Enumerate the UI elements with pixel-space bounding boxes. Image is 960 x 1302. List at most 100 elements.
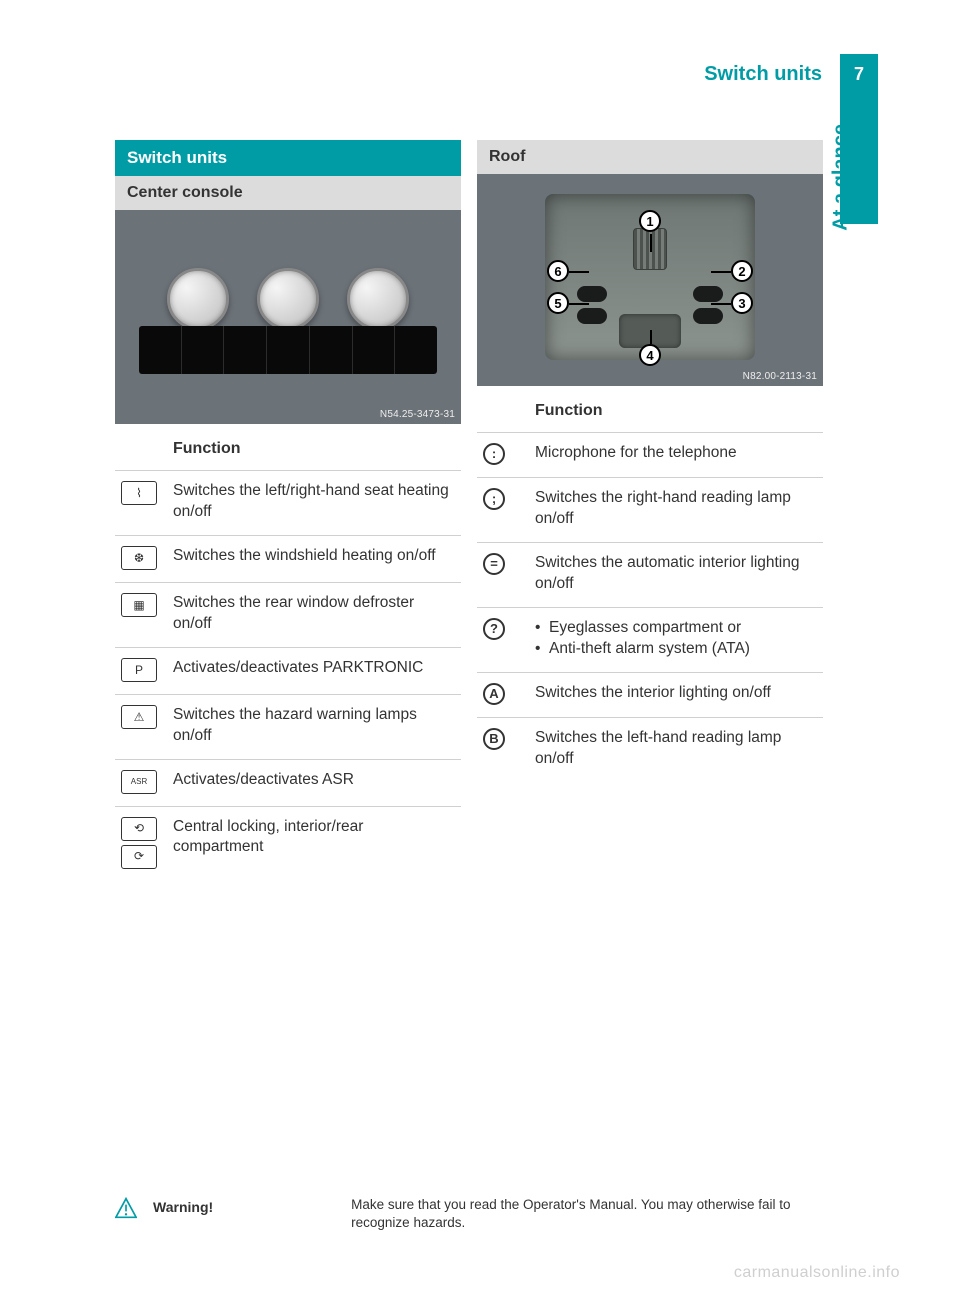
func-text: Microphone for the telephone <box>529 433 823 478</box>
func-text: Switches the left/right-hand seat heatin… <box>167 471 461 536</box>
header-bar: Switch units 7 <box>120 54 960 94</box>
icon-cell: ⚠ <box>115 694 167 759</box>
callout-ref-2: ; <box>483 488 505 510</box>
table-row: = Switches the automatic interior lighti… <box>477 542 823 607</box>
callout-line <box>650 330 652 344</box>
subsection-center-console: Center console <box>115 176 461 210</box>
col-icon-header <box>115 430 167 471</box>
table-row: ; Switches the right-hand reading lamp o… <box>477 478 823 543</box>
seat-heating-icon: ⌇ <box>121 481 157 505</box>
page: Switch units 7 At a glance Switch units … <box>0 0 960 1302</box>
callout-ref-6: B <box>483 728 505 750</box>
func-text: Switches the hazard warning lamps on/off <box>167 694 461 759</box>
func-text: Central locking, interior/rear compartme… <box>167 806 461 881</box>
func-text: Switches the left-hand reading lamp on/o… <box>529 717 823 781</box>
table-row: ⟲ ⟳ Central locking, interior/rear compa… <box>115 806 461 881</box>
figure-center-console: N54.25-3473-31 <box>115 210 461 424</box>
callout-ref-1: : <box>483 443 505 465</box>
page-number: 7 <box>840 54 878 94</box>
roof-button-right-top <box>693 286 723 302</box>
callout-3: 3 <box>731 292 753 314</box>
func-text: Switches the windshield heating on/off <box>167 535 461 582</box>
col-func-header: Function <box>529 392 823 433</box>
table-row: P Activates/deactivates PARKTRONIC <box>115 647 461 694</box>
num-cell: A <box>477 672 529 717</box>
icon-cell: ❆ <box>115 535 167 582</box>
roof-button-left-bot <box>577 308 607 324</box>
callout-4: 4 <box>639 344 661 366</box>
callout-line <box>711 271 731 273</box>
dial-right <box>347 268 409 330</box>
callout-ref-5: A <box>483 683 505 705</box>
num-cell: ? <box>477 607 529 672</box>
bullet-item: Eyeglasses compartment or <box>535 618 817 639</box>
callout-line <box>569 303 589 305</box>
icon-cell: ⟲ ⟳ <box>115 806 167 881</box>
func-text: Activates/deactivates ASR <box>167 759 461 806</box>
num-cell: B <box>477 717 529 781</box>
figure-code-right: N82.00-2113-31 <box>743 371 817 382</box>
hazard-warning-icon: ⚠ <box>121 705 157 729</box>
col-icon-header <box>477 392 529 433</box>
bullet-list: Eyeglasses compartment or Anti-theft ala… <box>535 618 817 660</box>
callout-ref-3: = <box>483 553 505 575</box>
function-table-left: Function ⌇ Switches the left/right-hand … <box>115 430 461 881</box>
callout-ref-4: ? <box>483 618 505 640</box>
dial-center <box>257 268 319 330</box>
callout-line <box>711 303 731 305</box>
footer: Warning! Make sure that you read the Ope… <box>115 1196 823 1232</box>
icon-cell: ⌇ <box>115 471 167 536</box>
table-row: ❆ Switches the windshield heating on/off <box>115 535 461 582</box>
central-lock-icon-2: ⟳ <box>121 845 157 869</box>
table-row: B Switches the left-hand reading lamp on… <box>477 717 823 781</box>
section-title: Switch units <box>115 140 461 176</box>
left-column: Switch units Center console N54.25-3473-… <box>115 140 461 881</box>
dial-left <box>167 268 229 330</box>
warning-text: Make sure that you read the Operator's M… <box>351 1196 823 1232</box>
central-lock-icon-1: ⟲ <box>121 817 157 841</box>
num-cell: = <box>477 542 529 607</box>
windshield-heating-icon: ❆ <box>121 546 157 570</box>
warning-label: Warning! <box>153 1196 213 1215</box>
side-tab-label: At a glance <box>830 124 853 231</box>
icon-cell: ASR <box>115 759 167 806</box>
asr-icon: ASR <box>121 770 157 794</box>
table-row: : Microphone for the telephone <box>477 433 823 478</box>
callout-line <box>569 271 589 273</box>
warning-icon <box>115 1196 137 1220</box>
roof-button-left-top <box>577 286 607 302</box>
func-text: Switches the rear window defroster on/of… <box>167 582 461 647</box>
icon-cell: ▦ <box>115 582 167 647</box>
col-func-header: Function <box>167 430 461 471</box>
callout-2: 2 <box>731 260 753 282</box>
callout-5: 5 <box>547 292 569 314</box>
button-strip <box>139 326 437 374</box>
callout-line <box>650 234 652 252</box>
func-text: Eyeglasses compartment or Anti-theft ala… <box>529 607 823 672</box>
roof-button-right-bot <box>693 308 723 324</box>
content: Switch units Center console N54.25-3473-… <box>115 140 823 881</box>
table-row: ⌇ Switches the left/right-hand seat heat… <box>115 471 461 536</box>
bullet-item: Anti-theft alarm system (ATA) <box>535 639 817 660</box>
table-row: ⚠ Switches the hazard warning lamps on/o… <box>115 694 461 759</box>
rear-defroster-icon: ▦ <box>121 593 157 617</box>
icon-cell: P <box>115 647 167 694</box>
callout-1: 1 <box>639 210 661 232</box>
subsection-roof: Roof <box>477 140 823 174</box>
table-row: ▦ Switches the rear window defroster on/… <box>115 582 461 647</box>
watermark: carmanualsonline.info <box>734 1264 900 1282</box>
parktronic-icon: P <box>121 658 157 682</box>
figure-code-left: N54.25-3473-31 <box>380 409 455 420</box>
climate-dials <box>115 268 461 330</box>
function-table-right: Function : Microphone for the telephone … <box>477 392 823 782</box>
num-cell: : <box>477 433 529 478</box>
func-text: Activates/deactivates PARKTRONIC <box>167 647 461 694</box>
func-text: Switches the interior lighting on/off <box>529 672 823 717</box>
table-row: A Switches the interior lighting on/off <box>477 672 823 717</box>
right-column: Roof 1 2 3 4 5 <box>477 140 823 881</box>
func-text: Switches the automatic interior lighting… <box>529 542 823 607</box>
func-text: Switches the right-hand reading lamp on/… <box>529 478 823 543</box>
header-title: Switch units <box>704 54 840 94</box>
table-row: ASR Activates/deactivates ASR <box>115 759 461 806</box>
callout-6: 6 <box>547 260 569 282</box>
